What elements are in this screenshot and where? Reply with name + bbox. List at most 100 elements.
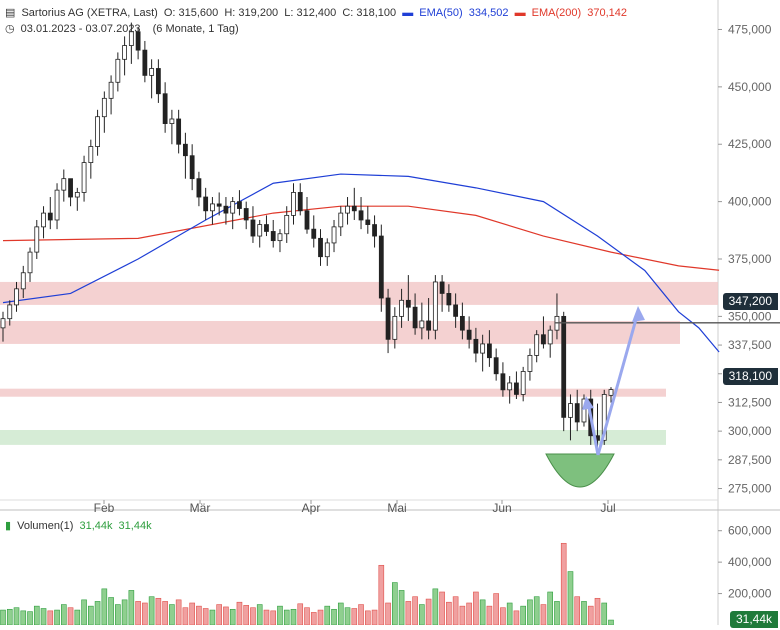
- candle-body: [500, 373, 506, 391]
- volume-bar: [216, 604, 222, 626]
- candle-body: [189, 155, 195, 180]
- x-tick-label: Jul: [600, 501, 615, 515]
- close-value: C: 318,100: [342, 7, 397, 19]
- candle-body: [169, 118, 175, 124]
- volume-bar: [297, 603, 304, 626]
- volume-bar: [182, 607, 189, 626]
- volume-bar: [67, 607, 74, 626]
- candle-body: [372, 224, 377, 237]
- volume-bar: [412, 596, 418, 626]
- volume-bar: [405, 601, 412, 626]
- volume-bar: [243, 605, 249, 626]
- volume-bar: [331, 608, 337, 626]
- ema50-line: [2, 173, 720, 353]
- volume-bar: [378, 564, 385, 626]
- x-tick-label: Mär: [190, 501, 211, 515]
- volume-value-2: 31,44k: [118, 520, 152, 532]
- ema50-label: EMA(50): [419, 7, 463, 19]
- volume-bar: [533, 596, 540, 626]
- candle-body: [149, 68, 155, 76]
- candle-body: [541, 334, 546, 345]
- candle-body: [277, 233, 283, 242]
- candle-body: [155, 68, 161, 95]
- candle-body: [486, 343, 492, 359]
- volume-bar: [446, 601, 452, 626]
- volume-bar: [459, 605, 466, 626]
- candle-body: [237, 201, 242, 209]
- candle-body: [507, 382, 513, 391]
- volume-bar: [175, 599, 182, 626]
- candle-body: [547, 329, 553, 345]
- volume-bar: [40, 608, 47, 626]
- candle-body: [439, 281, 445, 294]
- chart-title: Sartorius AG (XETRA, Last): [21, 7, 158, 19]
- x-tick-label: Mai: [387, 501, 406, 515]
- volume-bar: [527, 599, 533, 626]
- y-tick-label: 425,000: [728, 137, 772, 151]
- volume-bar: [581, 601, 587, 626]
- candle-body: [331, 226, 337, 244]
- candle-body: [365, 219, 371, 225]
- volume-bar: [148, 596, 155, 626]
- ema50-value: 334,502: [468, 7, 509, 19]
- y-tick-label: 312,500: [728, 395, 772, 409]
- candle-body: [520, 371, 526, 395]
- candle-body: [405, 299, 411, 308]
- candle-body: [345, 205, 350, 214]
- volume-bar: [513, 610, 520, 626]
- y-tick-label: 350,000: [728, 309, 772, 323]
- volume-bar: [250, 607, 256, 626]
- volume-bar: [425, 598, 432, 626]
- volume-bar: [142, 602, 148, 626]
- volume-bar: [324, 605, 331, 626]
- volume-bar: [263, 609, 270, 626]
- y-tick-label: 287,500: [728, 453, 772, 467]
- volume-bar: [88, 605, 94, 626]
- candle-body: [453, 304, 459, 317]
- volume-bar: [547, 591, 554, 626]
- candle-body: [88, 146, 94, 164]
- volume-header: ▮ Volumen(1) 31,44k 31,44k: [5, 519, 155, 532]
- projection-arrowhead: [632, 306, 645, 322]
- volume-bar: [13, 607, 20, 626]
- volume-bar: [594, 597, 601, 626]
- volume-bar: [587, 605, 594, 626]
- candle-body: [122, 45, 127, 60]
- candle-body: [196, 178, 202, 198]
- small-arrowhead: [582, 396, 594, 410]
- volume-bar: [162, 601, 168, 626]
- volume-bar: [108, 597, 114, 626]
- volume-bar: [351, 608, 358, 626]
- volume-bar: [364, 610, 371, 626]
- volume-bar: [560, 542, 567, 626]
- y-tick-label: 300,000: [728, 424, 772, 438]
- x-tick-label: Jun: [492, 501, 511, 515]
- volume-bar: [54, 609, 60, 626]
- candle-body: [115, 58, 121, 83]
- candle-body: [432, 281, 438, 331]
- candle-body: [493, 357, 499, 375]
- header-line: ▤ Sartorius AG (XETRA, Last) O: 315,600 …: [5, 6, 630, 19]
- candle-body: [426, 320, 432, 331]
- candle-body: [466, 329, 472, 340]
- volume-bar: [574, 596, 581, 626]
- candle-body: [581, 398, 587, 423]
- volume-bar: [155, 597, 162, 626]
- candle-body: [0, 318, 6, 329]
- volume-tick-label: 600,000: [728, 524, 772, 538]
- volume-bar: [27, 611, 33, 626]
- volume-bar: [344, 607, 351, 626]
- volume-bar: [270, 610, 277, 626]
- candle-body: [257, 224, 263, 237]
- clock-icon: ◷: [5, 23, 15, 35]
- candle-body: [473, 338, 479, 354]
- zone-support: [0, 429, 666, 445]
- volume-bar: [277, 605, 283, 626]
- candle-body: [601, 394, 607, 441]
- volume-bar: [337, 602, 344, 626]
- candle-body: [34, 226, 40, 253]
- volume-bar: [358, 604, 364, 626]
- y-tick-label: 337,500: [728, 338, 772, 352]
- volume-bar: [209, 609, 216, 626]
